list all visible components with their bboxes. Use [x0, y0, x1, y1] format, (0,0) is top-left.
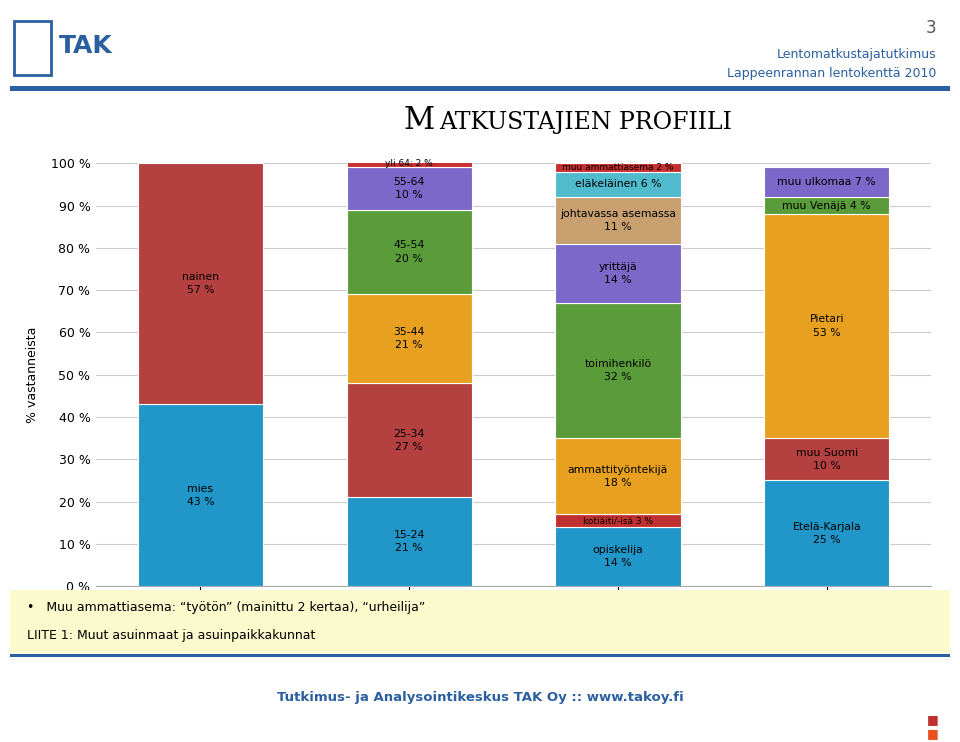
- Bar: [555, 514, 681, 527]
- Text: 15-24
21 %: 15-24 21 %: [394, 531, 425, 554]
- Text: Lentomatkustajatutkimus: Lentomatkustajatutkimus: [777, 48, 936, 62]
- Bar: [347, 159, 472, 168]
- Bar: [764, 481, 889, 586]
- Bar: [555, 438, 681, 514]
- Bar: [138, 163, 263, 404]
- Text: ■: ■: [927, 713, 939, 726]
- Text: mies
43 %: mies 43 %: [186, 484, 214, 507]
- Bar: [555, 163, 681, 171]
- Bar: [764, 168, 889, 197]
- Text: muu Venäjä 4 %: muu Venäjä 4 %: [782, 200, 871, 211]
- Bar: [347, 497, 472, 586]
- Text: ■: ■: [927, 726, 939, 740]
- Text: TAK: TAK: [59, 34, 112, 59]
- Text: ammattityöntekijä
18 %: ammattityöntekijä 18 %: [568, 464, 668, 487]
- Text: M: M: [404, 105, 435, 136]
- Bar: [347, 383, 472, 497]
- Text: johtavassa asemassa
11 %: johtavassa asemassa 11 %: [560, 209, 676, 232]
- Bar: [14, 21, 52, 75]
- Text: 55-64
10 %: 55-64 10 %: [394, 177, 425, 200]
- Text: muu ammattiasema 2 %: muu ammattiasema 2 %: [563, 163, 674, 172]
- Bar: [347, 210, 472, 295]
- Text: 25-34
27 %: 25-34 27 %: [394, 429, 425, 452]
- Bar: [764, 214, 889, 438]
- Text: 3: 3: [925, 19, 936, 36]
- Text: 35-44
21 %: 35-44 21 %: [394, 327, 425, 350]
- Text: toimihenkilö
32 %: toimihenkilö 32 %: [585, 359, 652, 382]
- Bar: [555, 243, 681, 303]
- Text: Pietari
53 %: Pietari 53 %: [809, 315, 844, 338]
- Text: nainen
57 %: nainen 57 %: [181, 272, 219, 295]
- Bar: [555, 303, 681, 438]
- Text: ATKUSTAJIEN PROFIILI: ATKUSTAJIEN PROFIILI: [439, 111, 732, 134]
- Bar: [347, 295, 472, 383]
- Bar: [138, 404, 263, 586]
- Text: 45-54
20 %: 45-54 20 %: [394, 240, 425, 263]
- Bar: [555, 197, 681, 243]
- Text: Etelä-Karjala
25 %: Etelä-Karjala 25 %: [793, 522, 861, 545]
- Text: LIITE 1: Muut asuinmaat ja asuinpaikkakunnat: LIITE 1: Muut asuinmaat ja asuinpaikkaku…: [27, 628, 315, 642]
- Text: •   Muu ammattiasema: “työtön” (mainittu 2 kertaa), “urheilija”: • Muu ammattiasema: “työtön” (mainittu 2…: [27, 601, 424, 614]
- Text: eläkeläinen 6 %: eläkeläinen 6 %: [575, 180, 661, 189]
- Y-axis label: % vastanneista: % vastanneista: [27, 326, 39, 423]
- Text: Tutkimus- ja Analysointikeskus TAK Oy :: www.takoy.fi: Tutkimus- ja Analysointikeskus TAK Oy ::…: [276, 691, 684, 704]
- Text: muu ulkomaa 7 %: muu ulkomaa 7 %: [778, 177, 876, 187]
- Text: Lappeenrannan lentokenttä 2010: Lappeenrannan lentokenttä 2010: [727, 67, 936, 80]
- Bar: [764, 438, 889, 481]
- Bar: [764, 197, 889, 214]
- Text: yli 64; 2 %: yli 64; 2 %: [385, 159, 433, 168]
- Text: kotiäiti/-isä 3 %: kotiäiti/-isä 3 %: [583, 516, 653, 525]
- Text: opiskelija
14 %: opiskelija 14 %: [592, 545, 643, 568]
- Text: yrittäjä
14 %: yrittäjä 14 %: [599, 262, 637, 285]
- Text: muu Suomi
10 %: muu Suomi 10 %: [796, 447, 858, 471]
- Bar: [555, 171, 681, 197]
- Bar: [347, 168, 472, 210]
- Bar: [555, 527, 681, 586]
